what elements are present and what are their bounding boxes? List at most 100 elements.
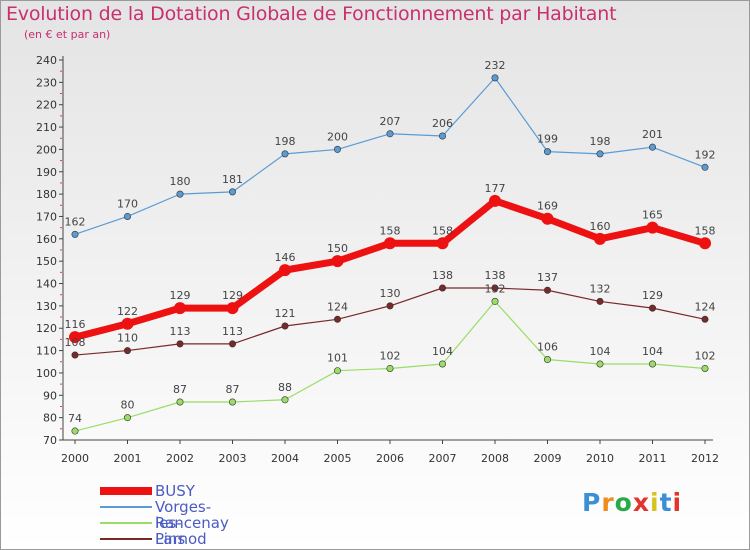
legend-label: Vorges-les-Pins — [155, 498, 212, 548]
data-label: 74 — [68, 412, 82, 425]
x-tick-label: 2004 — [271, 452, 299, 465]
data-point — [701, 315, 709, 323]
data-point — [333, 145, 341, 153]
data-label: 80 — [121, 399, 135, 412]
data-label: 129 — [170, 289, 191, 302]
y-tick-label: 180 — [36, 188, 57, 201]
data-label: 170 — [117, 197, 138, 210]
y-tick-label: 220 — [36, 99, 57, 112]
data-label: 169 — [537, 200, 558, 213]
y-tick-label: 90 — [43, 389, 57, 402]
logo-letter: r — [601, 488, 615, 517]
data-label: 87 — [173, 383, 187, 396]
data-point — [229, 398, 237, 406]
y-tick-label: 210 — [36, 121, 57, 134]
data-label: 192 — [695, 148, 716, 161]
data-point — [648, 360, 656, 368]
data-label: 102 — [695, 349, 716, 362]
x-tick-label: 2000 — [61, 452, 89, 465]
series-busy — [69, 194, 711, 344]
data-point — [176, 398, 184, 406]
data-point — [648, 304, 656, 312]
data-label: 113 — [170, 325, 191, 338]
logo-letter: t — [659, 488, 673, 517]
data-point — [491, 74, 499, 82]
legend-label: Larnod — [155, 530, 207, 548]
data-label: 106 — [537, 341, 558, 354]
data-label: 138 — [432, 269, 453, 282]
data-point — [648, 143, 656, 151]
data-label: 124 — [327, 300, 348, 313]
x-tick-label: 2010 — [586, 452, 614, 465]
data-label: 162 — [65, 215, 86, 228]
data-point — [386, 302, 394, 310]
y-tick-label: 70 — [43, 434, 57, 447]
data-point — [121, 317, 134, 330]
data-label: 130 — [380, 287, 401, 300]
y-tick-label: 170 — [36, 210, 57, 223]
data-point — [386, 130, 394, 138]
data-point — [543, 148, 551, 156]
data-point — [489, 194, 501, 207]
logo-letter: o — [614, 488, 633, 517]
legend-label: Rancenay — [155, 514, 229, 532]
data-point — [543, 286, 551, 294]
legend-swatch — [100, 487, 152, 495]
series-rancenay — [71, 297, 709, 435]
data-label: 132 — [590, 282, 611, 295]
data-label: 108 — [65, 336, 86, 349]
data-point — [701, 163, 709, 171]
data-point — [541, 212, 554, 225]
data-label: 87 — [226, 383, 240, 396]
x-tick-label: 2005 — [324, 452, 352, 465]
legend-swatch — [100, 522, 152, 524]
y-tick-label: 80 — [43, 412, 57, 425]
x-tick-label: 2008 — [481, 452, 509, 465]
logo-letter: i — [650, 488, 660, 517]
data-point — [438, 132, 446, 140]
data-point — [331, 255, 344, 268]
chart-subtitle: (en € et par an) — [24, 28, 111, 41]
data-label: 132 — [485, 282, 506, 295]
y-tick-label: 110 — [36, 345, 57, 358]
data-label: 104 — [642, 345, 663, 358]
proxiti-logo: Proxiti — [582, 488, 682, 517]
data-point — [333, 367, 341, 375]
data-point — [71, 427, 79, 435]
y-tick-label: 130 — [36, 300, 57, 313]
data-point — [226, 302, 239, 315]
y-tick-label: 160 — [36, 233, 57, 246]
data-point — [229, 340, 237, 348]
data-point — [176, 340, 184, 348]
data-point — [281, 150, 289, 158]
data-label: 198 — [275, 135, 296, 148]
data-label: 116 — [65, 318, 86, 331]
data-point — [596, 297, 604, 305]
data-label: 101 — [327, 352, 348, 365]
data-point — [491, 297, 499, 305]
series-line — [74, 77, 706, 235]
data-label: 104 — [590, 345, 611, 358]
x-tick-label: 2007 — [429, 452, 457, 465]
data-label: 110 — [117, 332, 138, 345]
data-point — [438, 360, 446, 368]
data-point — [281, 396, 289, 404]
data-point — [701, 364, 709, 372]
x-tick-label: 2002 — [166, 452, 194, 465]
chart-title: Evolution de la Dotation Globale de Fonc… — [6, 3, 617, 25]
data-label: 129 — [222, 289, 243, 302]
data-label: 121 — [275, 307, 296, 320]
data-point — [594, 232, 606, 245]
data-label: 180 — [170, 175, 191, 188]
x-tick-label: 2003 — [219, 452, 247, 465]
data-point — [124, 347, 132, 355]
data-point — [596, 360, 604, 368]
data-label: 158 — [695, 224, 716, 237]
data-label: 104 — [432, 345, 453, 358]
legend-swatch — [100, 506, 152, 508]
data-label: 232 — [485, 59, 506, 72]
data-label: 124 — [695, 300, 716, 313]
data-label: 158 — [432, 224, 453, 237]
data-point — [543, 356, 551, 364]
